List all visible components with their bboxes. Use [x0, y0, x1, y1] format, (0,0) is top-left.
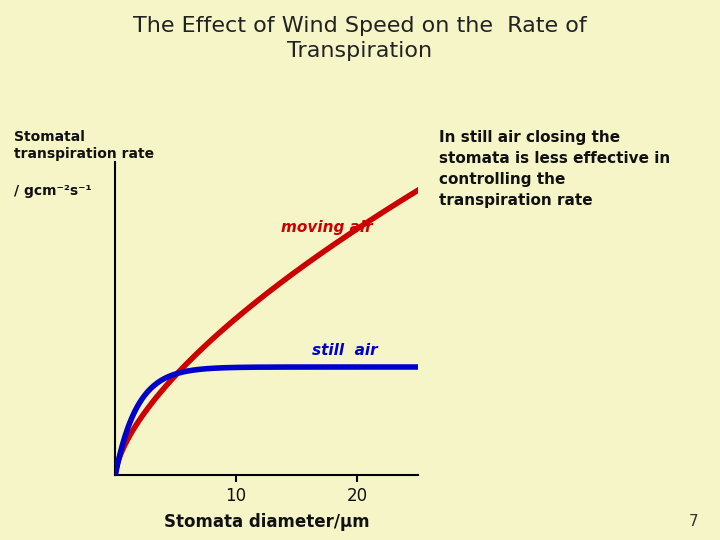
Text: still  air: still air	[312, 343, 378, 359]
Text: Stomatal
transpiration rate: Stomatal transpiration rate	[14, 130, 155, 161]
Text: moving air: moving air	[281, 220, 373, 235]
X-axis label: Stomata diameter/μm: Stomata diameter/μm	[163, 514, 369, 531]
Text: 7: 7	[689, 514, 698, 529]
Text: The Effect of Wind Speed on the  Rate of
Transpiration: The Effect of Wind Speed on the Rate of …	[133, 16, 587, 61]
Text: In still air closing the
stomata is less effective in
controlling the
transpirat: In still air closing the stomata is less…	[439, 130, 670, 207]
Text: / gcm⁻²s⁻¹: / gcm⁻²s⁻¹	[14, 184, 92, 198]
